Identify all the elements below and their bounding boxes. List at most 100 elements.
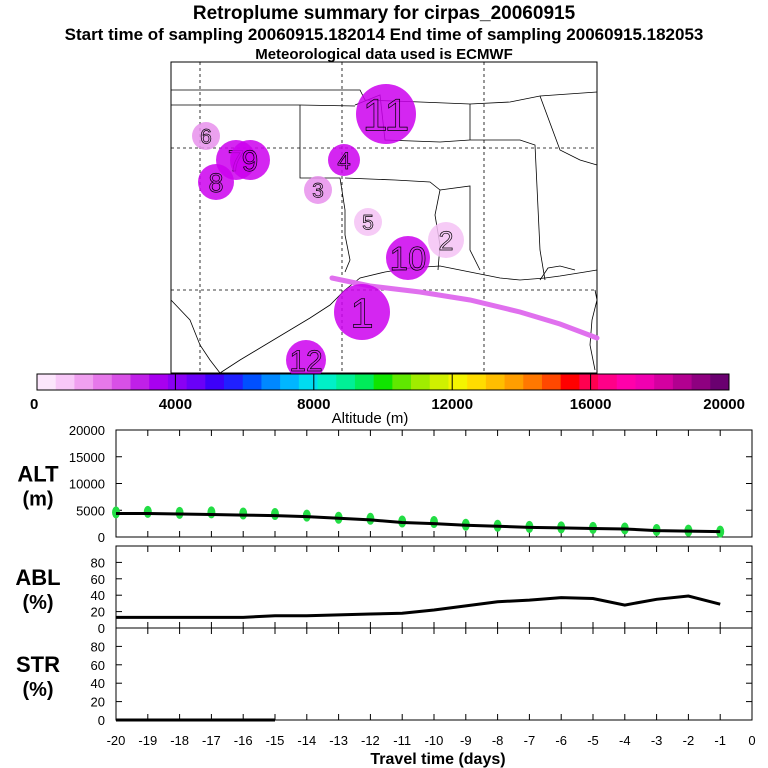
x-tick-label: -6: [555, 733, 567, 748]
altitude-scatter-point: [271, 507, 279, 520]
panel-ylabel-line2: (%): [22, 679, 53, 701]
panel-ylabel-line2: (%): [22, 592, 53, 614]
day-marker-1: 1: [334, 284, 390, 340]
y-tick-label: 5000: [76, 503, 105, 518]
chart-title: Retroplume summary for cirpas_20060915: [192, 3, 576, 24]
colorbar-tick-label: 0: [30, 396, 38, 413]
day-marker-circle: [354, 208, 382, 236]
colorbar-tick-label: 8000: [297, 396, 330, 413]
day-marker-2: 2: [428, 222, 464, 258]
str-panel: 0 20 40 60 80 STR(%): [16, 627, 753, 728]
colorbar-swatch: [598, 374, 618, 390]
day-marker-circle: [198, 164, 234, 200]
day-marker-8: 8: [198, 164, 234, 200]
day-marker-label: 5: [362, 212, 374, 235]
colorbar-swatch: [392, 374, 412, 390]
day-marker-10: 10: [386, 236, 430, 280]
altitude-colorbar: 0 4000 8000 12000 16000 20000 Altitude (m): [30, 373, 745, 427]
colorbar-swatch: [616, 374, 636, 390]
x-tick-label: -20: [107, 733, 126, 748]
x-tick-label: -15: [266, 733, 285, 748]
x-tick-label: -10: [425, 733, 444, 748]
day-marker-circle: [428, 222, 464, 258]
colorbar-frame: [36, 373, 730, 391]
state-boundary-tx-la: [299, 105, 351, 273]
x-tick-label: -13: [329, 733, 348, 748]
y-tick-label: 10000: [69, 477, 105, 492]
colorbar-swatch: [373, 374, 393, 390]
x-tick-label: -7: [524, 733, 536, 748]
colorbar-swatch: [298, 374, 318, 390]
day-marker-11: 11: [356, 84, 416, 144]
y-tick-label: 40: [91, 676, 105, 691]
y-tick-label: 20: [91, 695, 105, 710]
day-marker-circle: [328, 144, 360, 176]
panel-ylabel-line1: STR: [16, 652, 60, 677]
colorbar-swatch: [691, 374, 711, 390]
colorbar-swatch: [523, 374, 543, 390]
colorbar-swatch: [579, 374, 599, 390]
colorbar-swatch: [635, 374, 655, 390]
day-marker-label: 6: [200, 126, 212, 149]
day-markers: 123456789101112: [192, 84, 464, 380]
y-tick-label: 40: [91, 588, 105, 603]
colorbar-swatch: [485, 374, 505, 390]
x-tick-label: -18: [170, 733, 189, 748]
x-axis-label: Travel time (days): [370, 751, 505, 768]
colorbar-swatch: [74, 374, 94, 390]
x-tick-label: -4: [619, 733, 631, 748]
day-marker-circle: [304, 176, 332, 204]
day-marker-label: 9: [242, 145, 259, 178]
day-marker-9: 9: [230, 140, 270, 180]
colorbar-swatch: [411, 374, 431, 390]
day-marker-label: 4: [337, 148, 350, 175]
colorbar-swatch: [111, 374, 131, 390]
panel-frame: [115, 545, 753, 629]
x-tick-label: -8: [492, 733, 504, 748]
colorbar-swatch: [55, 374, 75, 390]
panel-ylabel-line1: ALT: [17, 462, 59, 487]
colorbar-tick-label: 16000: [570, 396, 612, 413]
colorbar-swatch: [448, 374, 468, 390]
day-marker-4: 4: [328, 144, 360, 176]
colorbar-swatch: [672, 374, 692, 390]
y-tick-label: 20000: [69, 423, 105, 438]
altitude-scatter-point: [143, 505, 152, 518]
map-boundaries: [170, 89, 598, 374]
y-tick-label: 20: [91, 605, 105, 620]
day-marker-label: 11: [363, 90, 410, 141]
day-marker-circle: [230, 140, 270, 180]
state-boundary-ms: [439, 185, 481, 271]
altitude-panel-line: [116, 511, 721, 534]
day-marker-6: 6: [192, 122, 220, 150]
day-marker-label: 2: [438, 226, 453, 256]
x-tick-label: -1: [714, 733, 726, 748]
colorbar-swatch: [167, 374, 188, 390]
colorbar-tick-label: 20000: [703, 396, 745, 413]
day-marker-circle: [386, 236, 430, 280]
colorbar-swatch: [242, 374, 262, 390]
x-tick-label: -17: [202, 733, 221, 748]
day-marker-label: 10: [390, 240, 427, 277]
x-tick-label: -16: [234, 733, 253, 748]
state-boundary-north: [171, 89, 598, 105]
colorbar-swatch: [560, 374, 580, 390]
colorbar-swatch: [130, 374, 150, 390]
day-marker-circle: [356, 84, 416, 144]
y-tick-label: 80: [91, 555, 105, 570]
day-marker-label: 12: [289, 345, 322, 378]
altitude-scatter-point: [430, 516, 438, 529]
colorbar-swatch: [429, 374, 449, 390]
colorbar-axis-label: Altitude (m): [332, 410, 409, 427]
altitude-scatter-point: [207, 506, 216, 519]
day-marker-label: 1: [350, 289, 373, 336]
altitude-scatter-point: [239, 507, 248, 520]
colorbar-swatch: [186, 374, 206, 390]
colorbar-swatch: [261, 374, 281, 390]
colorbar-swatch: [654, 374, 674, 390]
colorbar-tick-label: 12000: [431, 396, 473, 413]
x-tick-label: -11: [393, 733, 411, 748]
day-marker-3: 3: [304, 176, 332, 204]
colorbar-tick-label: 4000: [159, 396, 192, 413]
met-data-line: Meteorological data used is ECMWF: [255, 46, 513, 63]
